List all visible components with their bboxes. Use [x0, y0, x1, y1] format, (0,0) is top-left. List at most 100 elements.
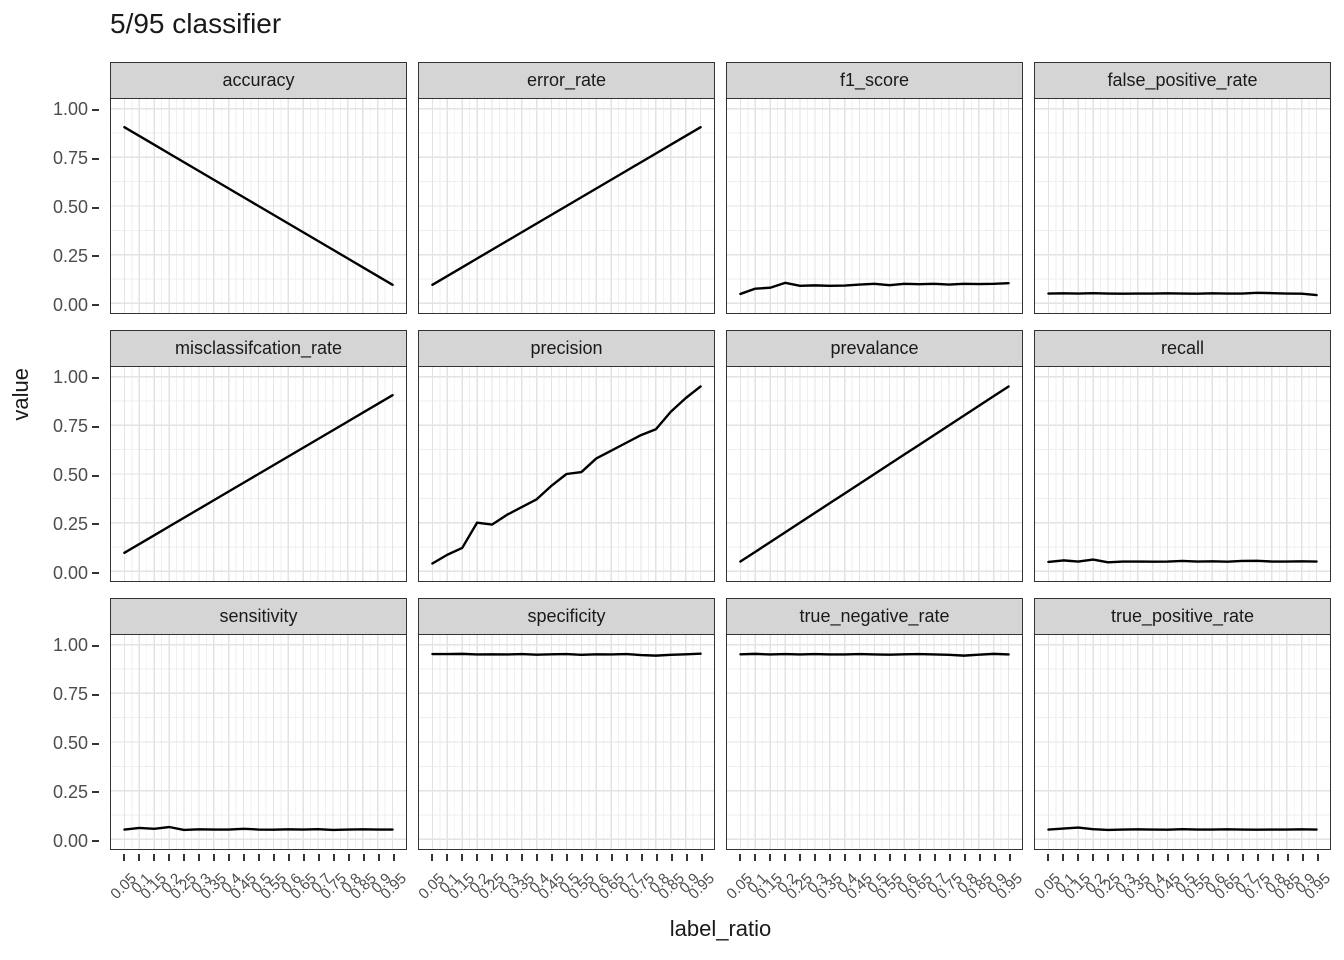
data-line: [1047, 291, 1318, 297]
facet-panel-plot: [1035, 99, 1330, 313]
x-tick-mark: [242, 854, 245, 861]
y-tick-label: 0.75: [52, 416, 88, 437]
x-tick-mark: [520, 854, 523, 861]
x-axis-ticks: [110, 854, 407, 862]
x-tick-mark: [903, 854, 906, 861]
x-tick-mark: [377, 854, 380, 861]
y-tick: 1.00: [53, 635, 99, 656]
y-tick-label: 0.75: [52, 684, 88, 705]
facet-prevalance: prevalance: [726, 330, 1023, 586]
facet-accuracy: accuracy: [110, 62, 407, 318]
x-tick-mark: [783, 854, 786, 861]
y-axis-ticks: 1.00 0.75 0.50 0.25 0.00: [0, 330, 99, 586]
facet-strip-label: true_positive_rate: [1110, 606, 1255, 626]
data-line: [431, 385, 702, 565]
x-tick-mark: [580, 854, 583, 861]
x-tick-mark: [948, 854, 951, 861]
y-tick-mark: [92, 425, 99, 428]
facet-strip-label: sensitivity: [219, 606, 298, 626]
x-tick-mark: [1271, 854, 1274, 861]
facet-strip-label: true_negative_rate: [799, 606, 950, 626]
x-tick-mark: [1151, 854, 1154, 861]
x-tick-mark: [1301, 854, 1304, 861]
data-line: [123, 394, 394, 554]
facet-strip-label: misclassifcation_rate: [174, 338, 343, 358]
x-tick-mark: [993, 854, 996, 861]
facet-strip: error_rate: [418, 62, 715, 99]
y-tick-label: 0.50: [52, 197, 88, 217]
x-tick-mark: [610, 854, 613, 861]
x-tick-mark: [430, 854, 433, 861]
x-tick-mark: [1316, 854, 1319, 861]
facet-panel-plot: [111, 99, 406, 313]
facet-strip: prevalance: [726, 330, 1023, 367]
x-tick-mark: [212, 854, 215, 861]
data-line: [739, 652, 1010, 657]
x-tick-mark: [738, 854, 741, 861]
x-tick-mark: [362, 854, 365, 861]
x-tick-mark: [1256, 854, 1259, 861]
facet-panel: [110, 99, 407, 314]
facet-panel: [110, 635, 407, 850]
x-tick-mark: [1226, 854, 1229, 861]
data-line: [431, 652, 702, 657]
y-axis-ticks: 1.00 0.75 0.50 0.25 0.00: [0, 62, 99, 318]
x-axis-ticks: [1034, 854, 1331, 862]
x-tick-mark: [287, 854, 290, 861]
facet-strip-label: precision: [530, 338, 603, 358]
x-tick-mark: [1008, 854, 1011, 861]
data-line: [1047, 826, 1318, 832]
facet-strip-label: recall: [1160, 338, 1204, 358]
data-line: [123, 126, 394, 286]
x-tick-mark: [167, 854, 170, 861]
x-tick-mark: [505, 854, 508, 861]
facet-panel-plot: [419, 635, 714, 849]
y-tick: 1.00: [52, 99, 99, 120]
facet-strip-label: prevalance: [830, 338, 919, 358]
y-tick-label: 1.00: [52, 99, 88, 120]
x-tick-mark: [332, 854, 335, 861]
facet-panel-plot: [419, 99, 714, 313]
x-axis-ticks: [418, 854, 715, 862]
x-tick-mark: [445, 854, 448, 861]
data-line: [1047, 558, 1318, 564]
x-tick-mark: [978, 854, 981, 861]
y-tick: 0.75: [52, 684, 99, 705]
x-tick-mark: [137, 854, 140, 861]
y-tick-mark: [92, 742, 99, 745]
x-tick-mark: [1076, 854, 1079, 861]
x-tick-mark: [858, 854, 861, 861]
x-tick-mark: [197, 854, 200, 861]
facet-strip: specificity: [418, 598, 715, 635]
y-tick: 0.00: [53, 563, 99, 583]
facet-strip-label: f1_score: [839, 70, 910, 90]
x-tick-mark: [918, 854, 921, 861]
x-axis-ticks: [726, 854, 1023, 862]
y-tick: 0.25: [53, 246, 99, 266]
facet-grid: 1.00 0.75 0.50 0.25 0.00 accuracy error_rate f1…: [0, 62, 1334, 903]
x-tick-mark: [843, 854, 846, 861]
x-tick-mark: [933, 854, 936, 861]
x-tick-mark: [550, 854, 553, 861]
x-tick-mark: [475, 854, 478, 861]
y-tick-label: 0.50: [52, 465, 88, 485]
facet-misclassifcation_rate: misclassifcation_rate: [110, 330, 407, 586]
y-tick-mark: [92, 376, 99, 379]
x-tick-mark: [1106, 854, 1109, 861]
x-tick-mark: [753, 854, 756, 861]
x-tick-mark: [625, 854, 628, 861]
facet-strip: accuracy: [110, 62, 407, 99]
y-tick: 1.00: [53, 367, 99, 388]
x-tick-mark: [302, 854, 305, 861]
x-tick-mark: [490, 854, 493, 861]
x-tick-mark: [152, 854, 155, 861]
facet-strip: true_positive_rate: [1034, 598, 1331, 635]
facet-sensitivity: sensitivity 0.05 0.1 0.15 0.2 0.25 0.3 0.35 0.4 0…: [107, 598, 410, 903]
y-tick-label: 0.25: [52, 781, 88, 802]
x-tick-mark: [595, 854, 598, 861]
x-axis-title: label_ratio: [669, 916, 772, 941]
y-tick-label: 0.00: [52, 294, 88, 315]
facet-strip: false_positive_rate: [1034, 62, 1331, 99]
facet-panel: [418, 635, 715, 850]
